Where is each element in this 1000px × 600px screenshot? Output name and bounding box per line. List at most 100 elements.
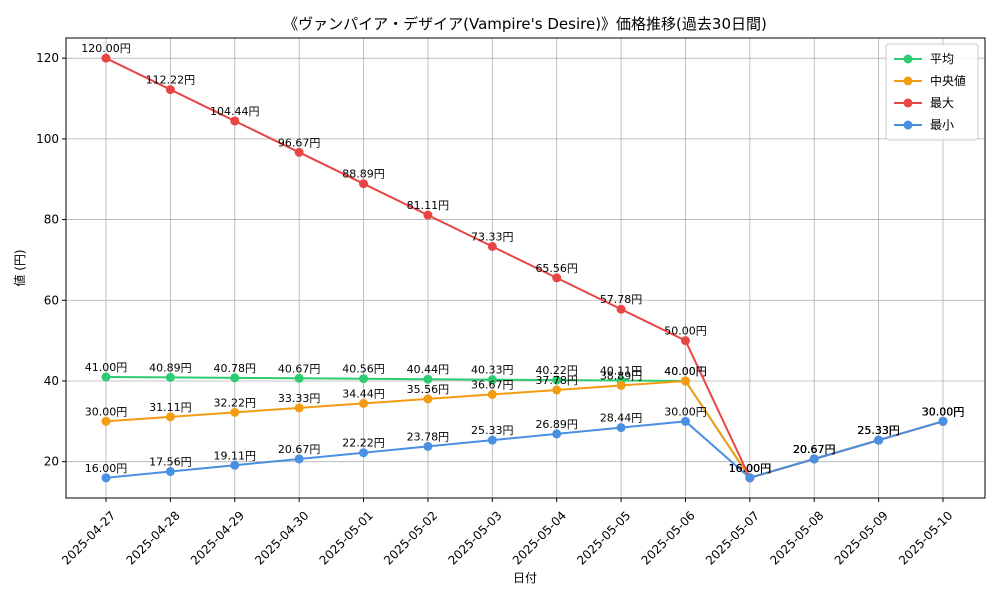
y-tick-label: 40	[44, 374, 59, 388]
data-label: 16.00円	[729, 462, 772, 475]
x-tick-label: 2025-05-09	[832, 508, 891, 567]
y-tick-label: 100	[36, 132, 59, 146]
data-label: 20.67円	[793, 443, 836, 456]
data-point	[101, 372, 111, 382]
data-label: 30.00円	[922, 405, 965, 418]
data-point	[680, 376, 690, 386]
data-point	[230, 460, 240, 470]
data-label: 19.11円	[214, 449, 257, 462]
data-point	[423, 374, 433, 384]
data-label: 120.00円	[81, 42, 131, 55]
data-labels: 41.00円 40.89円 40.78円 40.67円 40.56円 40.44円 40.3…	[81, 42, 964, 475]
legend-swatch-marker	[903, 54, 913, 64]
data-label: 104.44円	[210, 105, 260, 118]
data-label: 40.00円	[664, 365, 707, 378]
data-label: 57.78円	[600, 293, 643, 306]
data-point	[616, 380, 626, 390]
data-point	[745, 473, 755, 483]
data-label: 23.78円	[407, 430, 450, 443]
y-axis-label: 値 (円)	[12, 249, 27, 286]
data-point	[874, 435, 884, 445]
data-label: 20.67円	[278, 443, 321, 456]
x-tick-label: 2025-05-03	[445, 508, 504, 567]
data-point	[294, 403, 304, 413]
data-point	[487, 375, 497, 385]
data-label: 112.22円	[146, 74, 196, 87]
data-point	[552, 385, 562, 395]
legend-swatch-marker	[903, 120, 913, 130]
y-tick-label: 120	[36, 51, 59, 65]
data-label: 16.00円	[85, 462, 128, 475]
data-label: 20.67円	[793, 443, 836, 456]
data-point	[101, 416, 111, 426]
data-label: 40.89円	[149, 361, 192, 374]
data-point	[359, 374, 369, 384]
legend-label: 平均	[930, 52, 954, 66]
data-label: 40.44円	[407, 363, 450, 376]
data-point	[809, 454, 819, 464]
data-label: 30.00円	[85, 405, 128, 418]
data-point	[487, 435, 497, 445]
data-point	[487, 241, 497, 251]
data-point	[616, 423, 626, 433]
data-label: 38.89円	[600, 369, 643, 382]
x-tick-label: 2025-05-08	[767, 508, 826, 567]
data-point	[165, 412, 175, 422]
data-label: 16.00円	[729, 462, 772, 475]
series-line	[105, 420, 944, 479]
x-tick-label: 2025-05-05	[574, 508, 633, 567]
x-tick-label: 2025-05-01	[317, 508, 376, 567]
data-point	[359, 179, 369, 189]
data-label: 25.33円	[857, 424, 900, 437]
data-point	[423, 394, 433, 404]
x-tick-label: 2025-04-30	[252, 508, 311, 567]
data-point	[294, 373, 304, 383]
data-label: 65.56円	[535, 262, 578, 275]
data-point	[230, 407, 240, 417]
x-tick-label: 2025-04-28	[124, 508, 183, 567]
x-tick-label: 2025-05-06	[639, 508, 698, 567]
data-label: 37.78円	[535, 374, 578, 387]
data-label: 40.00円	[664, 365, 707, 378]
plot-frame	[65, 37, 986, 499]
legend-label: 最小	[930, 118, 954, 132]
x-tick-label: 2025-05-04	[510, 508, 569, 567]
legend-label: 最大	[930, 96, 954, 110]
data-label: 81.11円	[407, 199, 450, 212]
data-label: 40.11円	[600, 365, 643, 378]
data-label: 25.33円	[471, 424, 514, 437]
data-label: 32.22円	[214, 396, 257, 409]
data-label: 31.11円	[149, 401, 192, 414]
data-point	[359, 448, 369, 458]
data-label: 25.33円	[857, 424, 900, 437]
data-point	[552, 429, 562, 439]
data-label: 30.00円	[664, 405, 707, 418]
data-label: 20.67円	[793, 443, 836, 456]
data-label: 50.00円	[664, 325, 707, 338]
x-axis-label: 日付	[513, 571, 537, 585]
data-point	[616, 304, 626, 314]
data-point	[165, 85, 175, 95]
data-point	[423, 441, 433, 451]
data-label: 22.22円	[342, 437, 385, 450]
data-point	[230, 373, 240, 383]
x-tick-label: 2025-04-27	[59, 508, 118, 567]
data-label: 30.00円	[922, 405, 965, 418]
data-point	[552, 375, 562, 385]
axes: 2025-04-27 2025-04-28 2025-04-29 2025-04-30…	[36, 51, 955, 567]
data-point	[294, 454, 304, 464]
y-tick-label: 20	[44, 455, 59, 469]
data-label: 30.00円	[922, 405, 965, 418]
data-label: 34.44円	[342, 387, 385, 400]
data-label: 73.33円	[471, 230, 514, 243]
data-label: 28.44円	[600, 412, 643, 425]
data-label: 40.78円	[214, 362, 257, 375]
data-label: 35.56円	[407, 383, 450, 396]
data-label: 40.67円	[278, 362, 321, 375]
data-point	[552, 273, 562, 283]
data-label: 17.56円	[149, 456, 192, 469]
grid	[66, 38, 985, 498]
data-point	[294, 147, 304, 157]
